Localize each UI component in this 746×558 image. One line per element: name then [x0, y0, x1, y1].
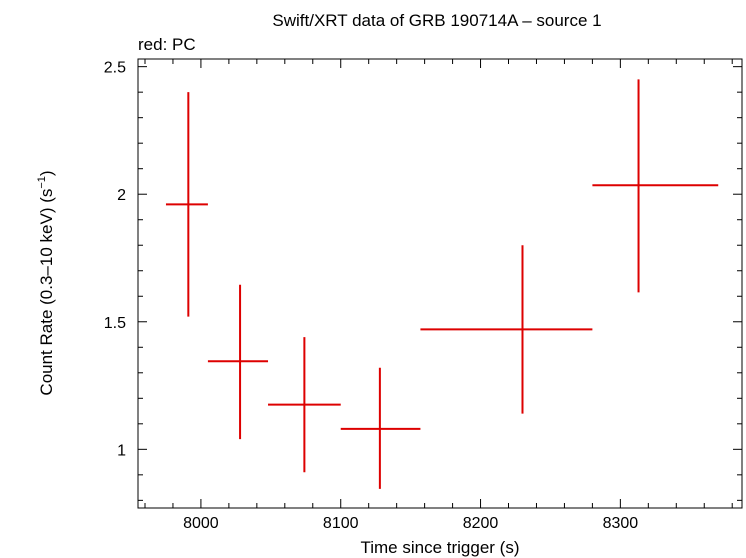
y-tick-label: 2.5 — [104, 60, 126, 77]
data-point — [420, 245, 593, 414]
chart-subtitle: red: PC — [138, 35, 196, 54]
y-tick-label: 1.5 — [104, 315, 126, 332]
data-point — [268, 337, 341, 473]
data-point — [592, 79, 719, 293]
x-tick-label: 8300 — [603, 515, 639, 532]
data-series — [165, 79, 719, 489]
x-axis-label: Time since trigger (s) — [360, 538, 519, 557]
data-point — [207, 284, 269, 440]
data-point — [165, 92, 208, 317]
y-axis-label: Count Rate (0.3–10 keV) (s−1) — [36, 170, 56, 395]
y-tick-label: 2 — [117, 187, 126, 204]
chart-title: Swift/XRT data of GRB 190714A – source 1 — [272, 11, 601, 30]
x-tick-label: 8100 — [323, 515, 359, 532]
x-tick-label: 8000 — [183, 515, 219, 532]
x-tick-label: 8200 — [463, 515, 499, 532]
y-axis-label-main: Count Rate (0.3–10 keV) (s — [37, 189, 56, 396]
data-point — [340, 367, 421, 489]
y-axis-label-exponent: −1 — [36, 176, 48, 189]
y-tick-label: 1 — [117, 442, 126, 459]
y-axis-label-close: ) — [37, 170, 56, 176]
y-axis: 1 1.5 2 2.5 — [104, 60, 742, 501]
plot-frame — [137, 58, 743, 509]
x-axis: 8000 8100 8200 8300 — [144, 59, 733, 532]
